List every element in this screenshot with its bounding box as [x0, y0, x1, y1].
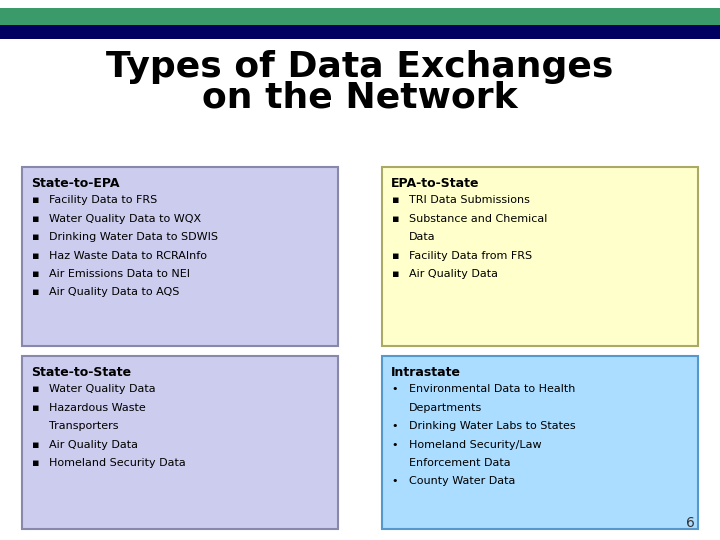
Text: •: • [392, 421, 398, 431]
Text: County Water Data: County Water Data [409, 476, 516, 487]
Text: Air Quality Data: Air Quality Data [49, 440, 138, 450]
Text: Substance and Chemical: Substance and Chemical [409, 214, 547, 224]
Text: Transporters: Transporters [49, 421, 119, 431]
Text: ▪: ▪ [392, 251, 399, 261]
Text: Water Quality Data: Water Quality Data [49, 384, 156, 395]
Text: Intrastate: Intrastate [391, 366, 461, 379]
Text: •: • [392, 476, 398, 487]
Text: ▪: ▪ [32, 232, 39, 242]
Text: ▪: ▪ [32, 251, 39, 261]
Text: 6: 6 [686, 516, 695, 530]
Text: ▪: ▪ [392, 195, 399, 206]
Text: TRI Data Submissions: TRI Data Submissions [409, 195, 530, 206]
Text: Facility Data from FRS: Facility Data from FRS [409, 251, 532, 261]
Text: Air Quality Data to AQS: Air Quality Data to AQS [49, 287, 179, 298]
Text: ▪: ▪ [32, 403, 39, 413]
Text: ▪: ▪ [32, 214, 39, 224]
FancyBboxPatch shape [382, 356, 698, 529]
Text: Hazardous Waste: Hazardous Waste [49, 403, 145, 413]
Text: ▪: ▪ [392, 269, 399, 279]
Text: Data: Data [409, 232, 436, 242]
Text: •: • [392, 440, 398, 450]
Text: •: • [392, 384, 398, 395]
Bar [0, 8, 720, 25]
Text: State-to-State: State-to-State [31, 366, 131, 379]
Text: Water Quality Data to WQX: Water Quality Data to WQX [49, 214, 201, 224]
FancyBboxPatch shape [382, 167, 698, 346]
Text: Environmental Data to Health: Environmental Data to Health [409, 384, 575, 395]
Text: Drinking Water Labs to States: Drinking Water Labs to States [409, 421, 575, 431]
Text: Facility Data to FRS: Facility Data to FRS [49, 195, 157, 206]
Text: ▪: ▪ [32, 195, 39, 206]
FancyBboxPatch shape [22, 356, 338, 529]
Text: Drinking Water Data to SDWIS: Drinking Water Data to SDWIS [49, 232, 218, 242]
Text: ▪: ▪ [32, 287, 39, 298]
Text: Haz Waste Data to RCRAInfo: Haz Waste Data to RCRAInfo [49, 251, 207, 261]
Bar [0, 25, 720, 39]
Text: Air Emissions Data to NEI: Air Emissions Data to NEI [49, 269, 190, 279]
Text: Departments: Departments [409, 403, 482, 413]
Text: on the Network: on the Network [202, 80, 518, 114]
Text: Enforcement Data: Enforcement Data [409, 458, 510, 468]
Text: Types of Data Exchanges: Types of Data Exchanges [107, 51, 613, 84]
Text: State-to-EPA: State-to-EPA [31, 177, 120, 190]
Text: Air Quality Data: Air Quality Data [409, 269, 498, 279]
Text: EPA-to-State: EPA-to-State [391, 177, 480, 190]
Text: ▪: ▪ [32, 458, 39, 468]
Text: ▪: ▪ [32, 384, 39, 395]
FancyBboxPatch shape [22, 167, 338, 346]
Text: ▪: ▪ [32, 269, 39, 279]
Text: ▪: ▪ [32, 440, 39, 450]
Text: Homeland Security Data: Homeland Security Data [49, 458, 186, 468]
Text: Homeland Security/Law: Homeland Security/Law [409, 440, 541, 450]
Text: ▪: ▪ [392, 214, 399, 224]
